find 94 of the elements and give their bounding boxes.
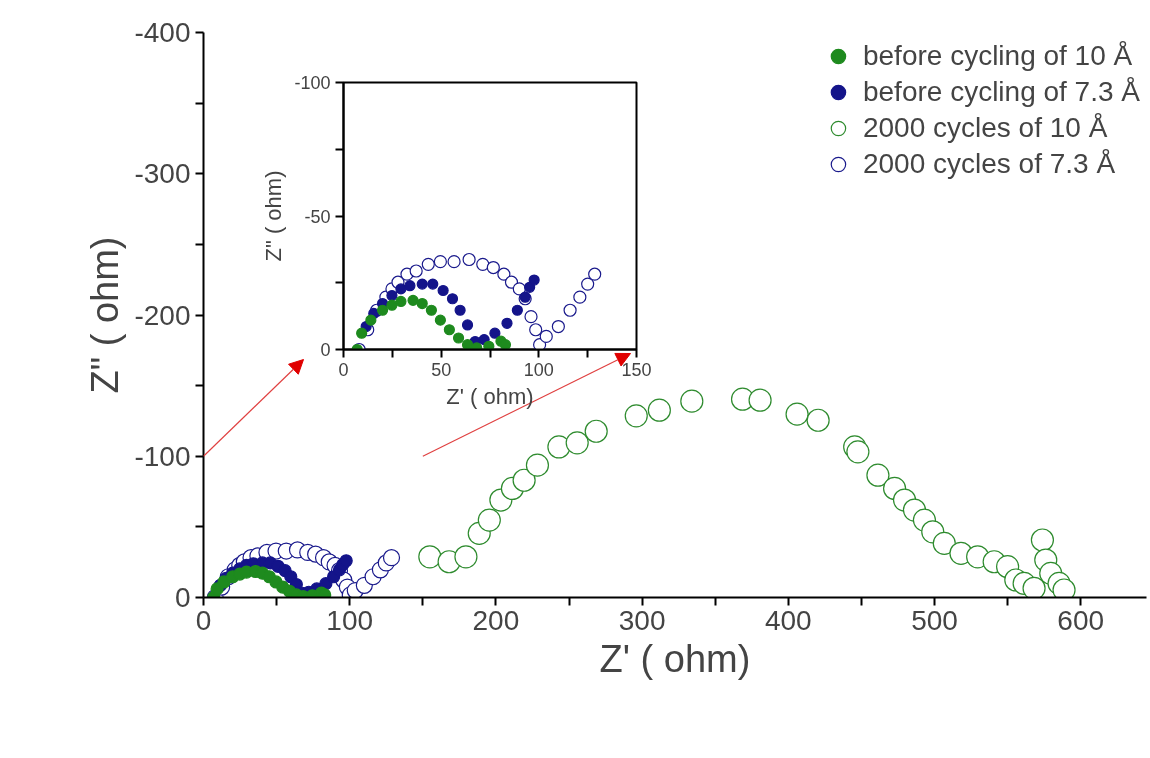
point bbox=[573, 290, 587, 304]
y-tick-label: -50 bbox=[304, 206, 331, 227]
point bbox=[563, 303, 577, 317]
point bbox=[434, 314, 446, 326]
point bbox=[489, 327, 501, 339]
point bbox=[499, 339, 512, 350]
point bbox=[376, 304, 389, 316]
point bbox=[1030, 528, 1054, 552]
point bbox=[501, 317, 513, 329]
point bbox=[551, 319, 565, 334]
point bbox=[588, 267, 602, 281]
point bbox=[524, 310, 538, 324]
point bbox=[437, 284, 449, 297]
point bbox=[584, 419, 608, 443]
y-axis-title: Z" ( ohm) bbox=[261, 170, 287, 262]
point bbox=[477, 508, 501, 532]
point bbox=[454, 545, 478, 569]
point bbox=[806, 408, 830, 432]
point bbox=[483, 340, 495, 350]
x-tick-label: 500 bbox=[911, 604, 958, 636]
point bbox=[504, 275, 519, 289]
point bbox=[866, 463, 890, 487]
point bbox=[1022, 576, 1046, 598]
x-tick-label: 0 bbox=[195, 604, 212, 636]
x-tick-label: 150 bbox=[621, 359, 652, 380]
y-tick-label: -400 bbox=[134, 17, 191, 48]
point bbox=[425, 304, 437, 316]
x-tick-label: 100 bbox=[326, 604, 374, 636]
point bbox=[433, 255, 447, 269]
legend-label: 2000 cycles of 7.3 Å bbox=[862, 147, 1116, 181]
point bbox=[461, 319, 474, 331]
point bbox=[461, 339, 474, 350]
point bbox=[486, 260, 500, 275]
y-axis-title: Z" ( ohm) bbox=[84, 236, 127, 394]
point bbox=[547, 435, 571, 459]
point bbox=[443, 324, 455, 336]
point bbox=[452, 332, 465, 344]
point bbox=[525, 453, 550, 477]
point bbox=[528, 274, 540, 286]
point bbox=[529, 323, 543, 337]
x-tick-label: 0 bbox=[338, 359, 349, 380]
y-tick-label: -200 bbox=[134, 299, 191, 331]
point bbox=[416, 297, 428, 310]
point bbox=[932, 531, 956, 555]
point bbox=[409, 264, 423, 278]
point bbox=[386, 289, 398, 302]
point bbox=[446, 293, 459, 305]
point bbox=[647, 398, 671, 422]
point bbox=[416, 278, 428, 290]
y-tick-label: 0 bbox=[320, 340, 331, 360]
x-tick-label: 400 bbox=[764, 604, 812, 636]
point bbox=[427, 278, 439, 290]
point bbox=[339, 554, 353, 568]
point bbox=[624, 404, 648, 428]
point bbox=[356, 327, 368, 339]
point bbox=[421, 257, 435, 271]
point bbox=[748, 388, 772, 412]
point bbox=[395, 295, 407, 308]
legend-label: 2000 cycles of 10 Å bbox=[862, 111, 1108, 145]
y-tick-label: -100 bbox=[134, 440, 191, 472]
point bbox=[365, 314, 377, 326]
point bbox=[454, 304, 466, 316]
x-tick-label: 50 bbox=[431, 359, 452, 380]
x-tick-label: 100 bbox=[523, 359, 554, 380]
point bbox=[418, 545, 442, 569]
point bbox=[407, 294, 419, 306]
point bbox=[395, 283, 407, 295]
point bbox=[1052, 578, 1076, 598]
y-tick-label: -100 bbox=[294, 73, 331, 93]
point bbox=[680, 389, 704, 413]
point bbox=[785, 402, 809, 426]
y-tick-label: -300 bbox=[134, 158, 191, 190]
point bbox=[511, 304, 523, 316]
point bbox=[447, 255, 461, 269]
x-tick-label: 600 bbox=[1057, 604, 1105, 636]
x-axis-title: Z' ( ohm) bbox=[599, 637, 751, 680]
point bbox=[404, 280, 416, 292]
y-tick-label: 0 bbox=[174, 582, 191, 613]
point bbox=[512, 468, 536, 492]
point bbox=[497, 267, 511, 281]
point bbox=[382, 549, 401, 567]
legend-label: before cycling of 7.3 Å bbox=[862, 75, 1140, 109]
point bbox=[386, 299, 398, 311]
point bbox=[476, 257, 490, 271]
point bbox=[581, 277, 595, 291]
x-tick-label: 200 bbox=[472, 604, 520, 636]
x-axis-title: Z' ( ohm) bbox=[446, 383, 534, 409]
point bbox=[846, 440, 870, 464]
point bbox=[539, 329, 553, 344]
point bbox=[533, 338, 547, 350]
legend-label: before cycling of 10 Å bbox=[862, 39, 1133, 73]
point bbox=[462, 252, 476, 267]
x-tick-label: 300 bbox=[618, 604, 666, 636]
point bbox=[565, 431, 589, 455]
